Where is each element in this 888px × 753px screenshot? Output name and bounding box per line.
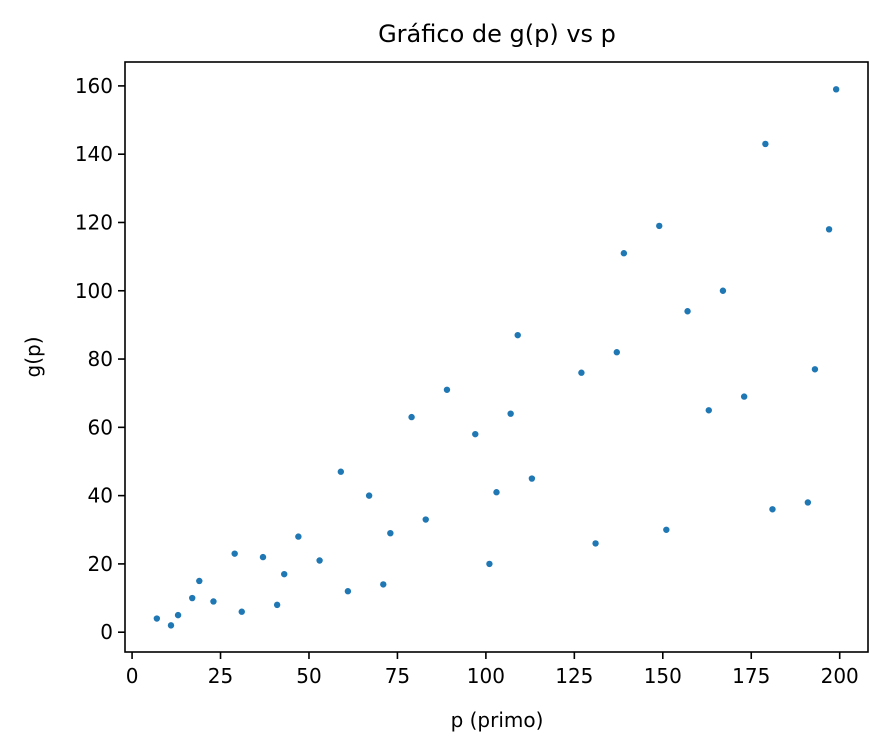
x-tick-label: 0 <box>126 664 139 688</box>
x-tick-label: 125 <box>555 664 593 688</box>
y-tick-label: 20 <box>88 552 113 576</box>
data-point <box>337 468 345 475</box>
x-tick-label: 150 <box>644 664 682 688</box>
x-tick-label: 100 <box>467 664 505 688</box>
data-point <box>493 489 500 496</box>
x-axis-label: p (primo) <box>451 708 544 732</box>
data-point <box>231 550 238 557</box>
y-tick-label: 120 <box>75 210 113 234</box>
data-point <box>719 287 727 294</box>
data-point <box>472 430 479 438</box>
data-point <box>769 506 776 513</box>
data-point <box>613 349 620 356</box>
y-axis-label: g(p) <box>21 337 45 378</box>
data-point <box>295 533 302 540</box>
y-tick-label: 160 <box>75 74 113 98</box>
data-point <box>344 588 352 595</box>
data-point <box>740 393 748 400</box>
data-point <box>380 581 387 588</box>
data-point <box>153 615 161 622</box>
data-point <box>804 499 812 506</box>
data-points <box>153 86 840 629</box>
data-point <box>365 492 373 499</box>
data-point <box>832 86 840 93</box>
chart-title: Gráfico de g(p) vs p <box>378 20 616 48</box>
x-tick-label: 75 <box>385 664 410 688</box>
data-point <box>387 529 394 537</box>
axis-ticks: 0 25 50 75 100 125 150 175 200 0 20 40 60 80 100 120 140… <box>75 74 859 688</box>
data-point <box>507 410 514 417</box>
data-point <box>663 526 670 533</box>
data-point <box>762 140 769 148</box>
y-tick-label: 140 <box>75 142 113 166</box>
data-point <box>825 226 833 233</box>
data-point <box>656 222 663 230</box>
data-point <box>578 369 585 376</box>
data-point <box>196 577 203 585</box>
data-point <box>528 475 536 482</box>
data-point <box>273 601 281 609</box>
data-point <box>316 557 323 564</box>
data-point <box>259 553 267 561</box>
y-tick-label: 0 <box>100 620 113 644</box>
y-tick-label: 60 <box>88 415 113 439</box>
data-point <box>592 540 599 547</box>
data-point <box>210 598 217 605</box>
data-point <box>705 407 712 414</box>
y-tick-label: 80 <box>88 347 113 371</box>
data-point <box>422 516 429 523</box>
y-tick-label: 100 <box>75 279 113 303</box>
data-point <box>620 250 628 257</box>
y-tick-label: 40 <box>88 484 113 508</box>
x-tick-label: 175 <box>732 664 770 688</box>
data-point <box>684 308 691 315</box>
data-point <box>281 570 288 578</box>
plot-area-frame <box>124 61 869 653</box>
data-point <box>486 560 493 568</box>
x-tick-label: 200 <box>821 664 859 688</box>
data-point <box>443 386 451 393</box>
data-point <box>811 366 819 373</box>
data-point <box>167 622 175 629</box>
x-tick-label: 50 <box>296 664 321 688</box>
data-point <box>408 413 415 421</box>
data-point <box>174 611 182 619</box>
data-point <box>514 331 521 339</box>
data-point <box>189 594 196 602</box>
data-point <box>238 608 245 615</box>
x-tick-label: 25 <box>208 664 233 688</box>
